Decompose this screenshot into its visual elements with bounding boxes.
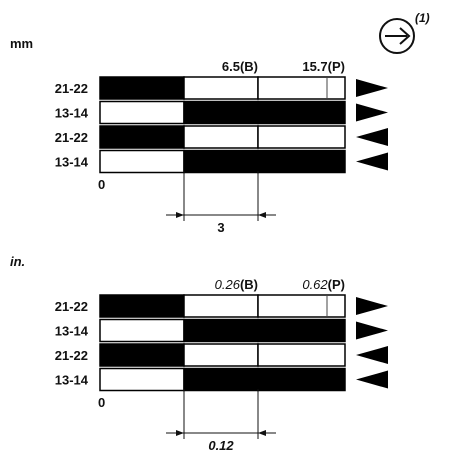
right-arrow-circle-icon <box>379 18 415 54</box>
bar-segment-white <box>183 125 259 149</box>
contact-row: 21-22 <box>55 76 388 100</box>
bar-segment-black <box>99 125 185 149</box>
marker-p: 15.7(P) <box>302 59 345 74</box>
marker-suffix: (B) <box>240 277 258 292</box>
row-label: 13-14 <box>55 155 89 170</box>
arrow-left-icon <box>356 370 388 389</box>
marker-value: 0.62 <box>302 277 328 292</box>
row-label: 13-14 <box>55 106 89 121</box>
marker-value: 0.26 <box>215 277 241 292</box>
marker-suffix: (P) <box>328 277 345 292</box>
bar-segment-black <box>257 149 346 174</box>
arrow-right-icon <box>356 79 388 97</box>
arrow-left-icon <box>356 346 388 364</box>
bar-segment-black <box>183 100 259 125</box>
section-mm: mm 6.5(B) 15.7(P) 21-22 13-14 21-22 13-14 0 3 <box>10 36 388 235</box>
bar-segment-white <box>99 149 185 174</box>
row-label: 21-22 <box>55 299 88 314</box>
dimension-value: 3 <box>217 220 224 235</box>
row-label: 13-14 <box>55 324 89 339</box>
contact-row: 21-22 <box>55 125 388 149</box>
contact-row: 13-14 <box>55 149 388 174</box>
marker-suffix: (B) <box>240 59 258 74</box>
bar-segment-white <box>183 294 259 318</box>
marker-p: 0.62(P) <box>302 277 345 292</box>
bar-segment-white <box>257 125 346 149</box>
section-inch: in. 0.26(B) 0.62(P) 21-22 13-14 21-22 13-14 0 0.… <box>10 254 388 453</box>
contact-row: 13-14 <box>55 318 388 343</box>
marker-b: 0.26(B) <box>215 277 258 292</box>
bar-segment-black <box>99 294 185 318</box>
zero-label: 0 <box>98 395 105 410</box>
arrow-right-icon <box>356 321 388 340</box>
marker-suffix: (P) <box>328 59 345 74</box>
dimension-arrowhead <box>176 212 184 218</box>
bar-segment-black <box>183 367 259 392</box>
bar-segment-white <box>99 367 185 392</box>
bar-segment-black <box>99 343 185 367</box>
contact-row: 13-14 <box>55 367 388 392</box>
contact-row: 21-22 <box>55 294 388 318</box>
bar-segment-white <box>257 343 346 367</box>
bar-segment-white <box>257 76 346 100</box>
row-label: 21-22 <box>55 348 88 363</box>
marker-b: 6.5(B) <box>222 59 258 74</box>
bar-segment-black <box>257 100 346 125</box>
unit-label: in. <box>10 254 25 269</box>
zero-label: 0 <box>98 177 105 192</box>
unit-label: mm <box>10 36 33 51</box>
arrow-right-icon <box>356 297 388 315</box>
contact-row: 13-14 <box>55 100 388 125</box>
bar-segment-black <box>257 318 346 343</box>
dimension-arrowhead <box>258 430 266 436</box>
dimension-arrowhead <box>176 430 184 436</box>
row-label: 13-14 <box>55 373 89 388</box>
bar-segment-black <box>257 367 346 392</box>
marker-value: 15.7 <box>302 59 327 74</box>
direction-symbol: (1) <box>379 11 430 54</box>
arrow-left-icon <box>356 128 388 146</box>
contact-row: 21-22 <box>55 343 388 367</box>
dimension-arrowhead <box>258 212 266 218</box>
bar-segment-black <box>183 318 259 343</box>
row-label: 21-22 <box>55 81 88 96</box>
dimension-value: 0.12 <box>208 438 234 453</box>
arrow-left-icon <box>356 152 388 171</box>
arrow-right-icon <box>356 103 388 122</box>
bar-segment-white <box>99 100 185 125</box>
bar-segment-white <box>183 76 259 100</box>
marker-value: 6.5 <box>222 59 240 74</box>
row-label: 21-22 <box>55 130 88 145</box>
symbol-label: (1) <box>415 11 430 25</box>
bar-segment-white <box>99 318 185 343</box>
bar-segment-white <box>257 294 346 318</box>
bar-segment-black <box>99 76 185 100</box>
bar-segment-black <box>183 149 259 174</box>
arrow-head <box>399 27 411 45</box>
bar-segment-white <box>183 343 259 367</box>
